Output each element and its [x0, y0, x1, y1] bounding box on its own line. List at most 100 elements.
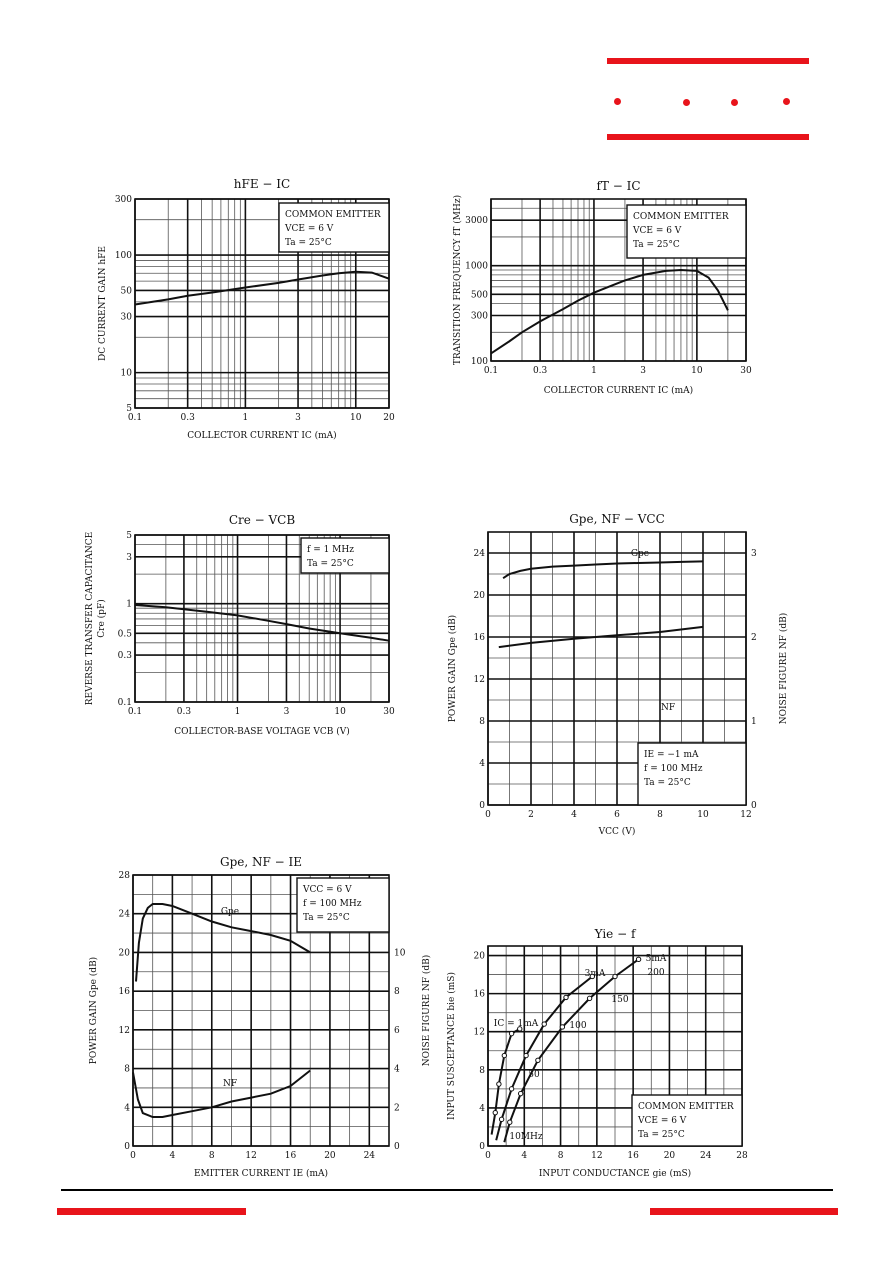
chart-title: hFE − IC [234, 177, 290, 191]
footer-bar-right [650, 1208, 838, 1215]
frequency-marker [508, 1030, 515, 1037]
condition-text: VCE = 6 V [284, 224, 334, 234]
x-axis-label: EMITTER CURRENT IE (mA) [194, 1168, 328, 1179]
condition-text: f = 100 MHz [644, 764, 703, 774]
frequency-marker [508, 1086, 515, 1092]
x-tick-label: 12 [591, 1151, 602, 1161]
chart-yie: 0 4 8 12 16 20 24 28 0 4 8 12 16 20 Yie − f INPUT CONDU… [446, 927, 748, 1179]
x-tick-label: 30 [383, 707, 395, 717]
series-line [495, 975, 593, 1141]
chart-cre: 0.1 0.3 1 3 10 30 0.1 0.3 0.5 1 3 5 Cre − VCB COLLECT… [85, 513, 395, 737]
x-tick-label: 8 [657, 810, 663, 820]
chart-ft: 0.1 0.3 1 3 10 30 100 300 500 1000 3000 fT − IC COLL… [452, 179, 752, 396]
y-axis-label: DC CURRENT GAIN hFE [98, 246, 108, 361]
y-tick-label: 0.3 [118, 651, 133, 661]
y-tick-label: 3000 [465, 216, 488, 226]
x-tick-label: 0.1 [128, 707, 142, 717]
y-tick-label: 8 [479, 717, 485, 727]
y2-axis-label: NOISE FIGURE NF (dB) [778, 613, 789, 725]
x-tick-label: 16 [285, 1151, 297, 1161]
x-tick-label: 30 [740, 366, 752, 376]
y-tick-label: 1000 [465, 262, 488, 272]
condition-text: COMMON EMITTER [633, 212, 729, 222]
x-axis-label: VCC (V) [598, 826, 636, 837]
x-tick-label: 1 [591, 366, 597, 376]
condition-box [637, 742, 747, 806]
frequency-label: 10MHz [509, 1132, 543, 1142]
x-tick-label: 4 [521, 1151, 527, 1161]
condition-text: COMMON EMITTER [638, 1102, 734, 1112]
frequency-label: 50 [528, 1070, 540, 1080]
y2-tick-label: 0 [394, 1142, 400, 1152]
y-tick-label: 16 [474, 633, 486, 643]
x-tick-label: 0.3 [181, 413, 196, 423]
x-tick-label: 10 [334, 707, 346, 717]
condition-text: Ta = 25°C [303, 913, 350, 923]
frequency-marker [523, 1052, 529, 1059]
chart-title: Gpe, NF − IE [220, 855, 302, 869]
x-tick-label: 0.1 [128, 413, 142, 423]
chart-hfe: 0.1 0.3 1 3 10 20 5 10 30 50 100 300 hFE − IC COLLECT… [98, 177, 395, 441]
y-tick-label: 500 [471, 290, 488, 300]
y-tick-label: 300 [471, 312, 488, 322]
y2-tick-label: 3 [751, 549, 757, 559]
y-tick-label: 12 [119, 1026, 130, 1036]
condition-text: VCE = 6 V [632, 226, 682, 236]
x-tick-label: 0 [485, 1151, 491, 1161]
condition-text: Ta = 25°C [633, 240, 680, 250]
footer-bar-left [57, 1208, 246, 1215]
condition-text: VCE = 6 V [637, 1116, 687, 1126]
frequency-label: 150 [611, 995, 628, 1005]
frequency-label: 100 [569, 1021, 586, 1031]
y2-tick-label: 10 [394, 948, 406, 958]
y-tick-label: 20 [474, 952, 486, 962]
header-dot-1 [614, 98, 621, 105]
x-tick-label: 1 [243, 413, 249, 423]
condition-text: f = 1 MHz [307, 545, 354, 555]
condition-box [626, 204, 747, 259]
series-line [502, 560, 704, 580]
y-tick-label: 0 [479, 801, 485, 811]
frequency-marker [496, 1081, 502, 1087]
curve-label: IC = 1mA [494, 1019, 539, 1029]
frequency-marker [612, 973, 618, 980]
x-tick-label: 2 [528, 810, 534, 820]
condition-text: Ta = 25°C [285, 238, 332, 248]
x-tick-label: 20 [664, 1151, 676, 1161]
x-tick-label: 0.3 [177, 707, 192, 717]
frequency-marker [501, 1052, 508, 1059]
x-tick-label: 3 [284, 707, 290, 717]
y-tick-label: 0 [479, 1142, 485, 1152]
x-tick-label: 16 [627, 1151, 639, 1161]
y-tick-label: 24 [119, 910, 131, 920]
x-tick-label: 24 [364, 1151, 376, 1161]
series-line [135, 903, 311, 982]
frequency-marker [586, 995, 593, 1002]
y2-tick-label: 6 [394, 1026, 400, 1036]
x-tick-label: 6 [614, 810, 620, 820]
header-dot-4 [783, 98, 790, 105]
y-axis-label-unit: Cre (pF) [96, 599, 107, 637]
frequency-marker [517, 1090, 524, 1097]
y-tick-label: 28 [119, 871, 131, 881]
frequency-marker [559, 1024, 566, 1030]
condition-text: Ta = 25°C [307, 559, 354, 569]
x-tick-label: 24 [700, 1151, 712, 1161]
y-tick-label: 16 [119, 987, 131, 997]
header-dot-2 [683, 99, 690, 106]
series-line [134, 270, 390, 306]
frequency-marker [507, 1119, 513, 1125]
curve-label: NF [661, 703, 675, 713]
condition-text: IE = −1 mA [644, 750, 699, 760]
series-line [134, 604, 390, 642]
y2-axis-label: NOISE FIGURE NF (dB) [421, 955, 432, 1067]
x-tick-label: 10 [697, 810, 709, 820]
plot-frame [487, 531, 747, 806]
y-tick-label: 24 [474, 549, 486, 559]
y-axis-label: POWER GAIN Gpe (dB) [447, 615, 458, 722]
y2-tick-label: 2 [394, 1103, 400, 1113]
frequency-marker [563, 994, 569, 1001]
chart-title: Yie − f [594, 927, 637, 941]
